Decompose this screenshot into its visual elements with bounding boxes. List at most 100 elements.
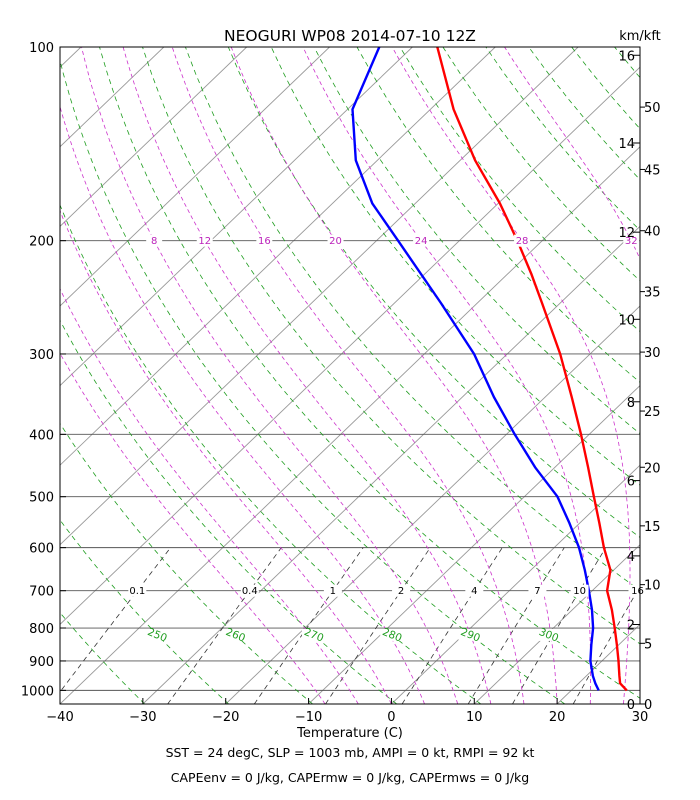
dry-adiabat-label-bg [458,628,483,641]
y-tick-label: 400 [29,428,54,443]
y-tick-label: 1000 [21,684,54,699]
dry-adiabat-line [399,47,640,333]
dry-adiabat-line [658,47,700,704]
km-tick-label: 10 [618,313,635,328]
dry-adiabat-label-bg [223,628,248,641]
km-tick-label: 12 [618,226,635,241]
moist-adiabat-line [81,47,459,704]
dry-adiabat-label: 290 [459,626,482,645]
y-tick-label: 800 [29,622,54,637]
dry-adiabat-line [60,58,566,704]
km-tick-label: 0 [627,698,635,713]
y-tick-label: 100 [29,41,54,56]
dry-adiabat-label-bg [301,628,326,641]
kft-tick-label: 40 [644,225,661,240]
moist-adiabat-line [171,47,525,704]
moist-adiabat-line [122,47,492,704]
dry-adiabat-label-bg [145,628,170,641]
dry-adiabat-line [528,47,640,181]
mixing-ratio-line [401,547,503,704]
x-tick-label: −30 [129,710,156,725]
footer-line-2: CAPEenv = 0 J/kg, CAPErmw = 0 J/kg, CAPE… [170,770,530,785]
mixing-ratio-label-bg [240,584,259,597]
mixing-ratio-label-bg [528,584,547,597]
moist-adiabat-label: 8 [151,236,157,247]
mixing-ratio-label-bg [392,584,411,597]
dry-adiabat-line [356,47,640,383]
km-tick-label: 14 [618,137,635,152]
moist-adiabat-label-bg [146,234,163,247]
isotherm-line [60,47,579,546]
x-tick-label: −40 [46,710,73,725]
mixing-ratio-line [253,547,364,704]
km-tick-label: 2 [627,619,635,634]
right-axis-label: km/kft [619,29,661,44]
km-tick-label: 4 [627,550,635,565]
kft-tick-label: 25 [644,405,661,420]
kft-tick-label: 0 [644,698,652,713]
x-tick-label: −20 [212,710,239,725]
moist-adiabat-label: 32 [625,236,638,247]
mixing-ratio-line [325,547,431,704]
x-tick-label: 10 [466,710,483,725]
kft-tick-label: 35 [644,286,661,301]
dry-adiabat-line [60,612,145,704]
chart-title: NEOGURI WP08 2014-07-10 12Z [224,27,476,45]
moist-adiabat-line [302,47,591,704]
plot-frame [59,46,641,705]
dry-adiabat-label: 280 [380,626,403,645]
isotherm-line [60,47,165,148]
mixing-ratio-label: 10 [573,586,586,597]
moist-adiabat-line [60,287,359,704]
x-tick-label: −10 [295,710,322,725]
dry-adiabat-line [60,702,61,704]
isotherm-line [60,66,640,626]
moist-adiabat-line [60,105,425,704]
moist-adiabat-line [391,47,631,704]
dry-adiabat-line [270,47,640,486]
x-tick-label: 30 [632,710,649,725]
moist-adiabat-line [60,209,392,704]
dry-adiabat-line [142,47,640,645]
sounding-line [436,47,628,692]
mixing-ratio-label: 16 [631,586,644,597]
dry-adiabat-label: 250 [146,626,169,645]
kft-tick-label: 50 [644,101,661,116]
moist-adiabat-label-bg [514,234,531,247]
y-tick-label: 900 [29,655,54,670]
moist-adiabat-label: 28 [516,236,529,247]
mixing-ratio-label: 2 [398,586,404,597]
y-tick-label: 500 [29,491,54,506]
mixing-ratio-label-bg [128,584,147,597]
isotherm-line [639,703,640,704]
sounding-line [351,47,600,691]
skewt-chart: NEOGURI WP08 2014-07-10 12Z km/kft 0.1 0.… [21,27,700,741]
moist-adiabat-label: 24 [415,236,428,247]
dry-adiabat-label: 300 [537,626,560,645]
moist-adiabat-label: 20 [329,236,342,247]
y-tick-label: 200 [29,235,54,250]
moist-adiabat-label-bg [196,234,213,247]
moist-adiabat-label-bg [256,234,273,247]
kft-tick-label: 20 [644,461,661,476]
moist-adiabat-label: 16 [258,236,271,247]
mixing-ratio-label: 1 [330,586,336,597]
axes: −40 −30 −20 −10 0 10 20 30100200300400500600700… [21,41,661,725]
isotherm-line [60,47,248,227]
mixing-ratio-line [60,547,171,693]
dry-adiabat-line [313,47,640,435]
mixing-ratio-line [512,547,607,704]
y-tick-label: 600 [29,542,54,557]
dry-adiabat-label: 260 [224,626,247,645]
mixing-ratio-line [167,547,282,704]
isotherm-line [473,544,640,704]
isotherm-line [308,384,640,704]
moist-adiabat-line [60,352,326,704]
dry-adiabat-label-bg [536,628,561,641]
kft-tick-label: 45 [644,163,661,178]
mixing-ratio-label-bg [323,584,342,597]
mixing-ratio-label-bg [465,584,484,597]
dry-adiabat-line [185,47,640,591]
moist-adiabat-label-bg [327,234,344,247]
